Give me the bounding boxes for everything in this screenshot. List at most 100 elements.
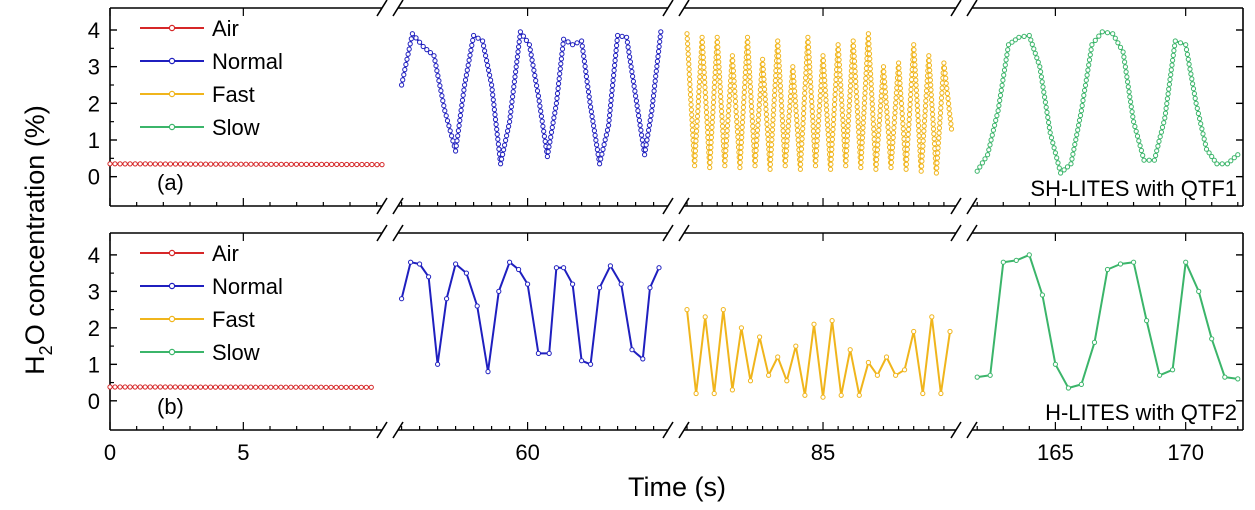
data-point-normal [612,57,618,64]
data-point-fast [699,39,706,45]
data-point-fast [861,100,868,106]
data-point-normal [440,98,446,104]
data-point-air [142,384,148,390]
data-point-fast [752,158,759,164]
data-point-normal [405,51,411,57]
axis-break-mark [392,197,404,215]
data-point-fast [776,58,782,64]
data-point-fast [859,135,866,141]
data-point-fast [741,99,747,106]
data-point-normal [594,142,600,148]
data-point-fast [700,49,706,56]
data-point-air [379,162,385,168]
data-point-fast [742,84,748,91]
data-point-fast [784,143,790,149]
data-point-slow [1000,259,1006,265]
data-point-air [207,384,214,390]
data-point-fast [724,133,730,139]
data-point-normal [500,151,506,158]
data-point-slow [1005,42,1012,48]
legend-marker [168,315,176,323]
data-point-fast [707,154,713,161]
data-point-fast [859,140,865,146]
data-point-fast [800,116,806,122]
data-point-slow [1003,57,1009,63]
data-point-slow [1183,47,1190,53]
data-point-normal [648,113,654,119]
data-point-normal [645,132,651,138]
data-point-fast [762,91,768,97]
data-point-slow [1054,155,1060,161]
data-point-fast [941,60,947,66]
data-point-normal [408,259,414,265]
data-point-normal [508,104,514,110]
data-point-fast [806,59,813,65]
data-point-slow [1069,156,1075,162]
data-point-air [363,384,369,390]
data-point-fast [936,125,943,131]
data-point-normal [554,90,561,97]
data-point-fast [704,114,710,121]
data-point-fast [828,151,835,157]
data-point-fast [695,98,702,105]
data-point-normal [561,265,567,271]
data-point-air [243,384,249,390]
data-point-normal [492,112,498,118]
data-point-air [353,384,359,390]
data-point-slow [1009,39,1015,45]
data-point-normal [447,128,453,134]
data-point-slow [1228,158,1234,164]
data-point-fast [776,68,783,74]
data-point-slow [1074,132,1080,138]
data-point-fast [868,86,875,92]
data-point-fast [815,128,821,134]
data-point-fast [882,89,889,95]
data-point-normal [656,44,662,50]
data-point-air [112,384,118,390]
data-point-fast [813,153,819,159]
data-point-fast [862,95,868,101]
data-point-normal [511,84,517,90]
data-point-normal [464,67,470,73]
data-point-fast [937,110,944,116]
data-point-normal [510,89,516,95]
data-point-slow [1110,31,1116,37]
data-point-fast [801,100,807,106]
data-point-fast [898,90,904,97]
data-point-slow [1224,161,1231,167]
data-point-air [333,384,339,390]
data-point-fast [821,67,827,74]
legend-marker [168,24,176,32]
data-point-normal [450,138,456,144]
data-point-fast [938,105,944,111]
data-point-fast [808,89,814,95]
data-point-slow [1186,61,1192,67]
data-point-fast [717,89,724,95]
data-point-fast [874,372,881,378]
data-point-fast [777,83,784,89]
data-point-slow [1070,151,1076,157]
data-point-air [147,161,153,167]
data-point-fast [899,111,905,117]
data-point-fast [692,158,698,164]
data-point-air [212,384,219,390]
y-tick-label: 2 [88,91,100,116]
data-point-fast [946,101,952,107]
data-point-slow [1127,94,1133,100]
data-point-normal [658,29,664,35]
data-point-slow [1202,141,1209,147]
data-point-slow [1075,127,1081,133]
data-point-fast [809,108,815,115]
data-point-fast [724,128,730,134]
data-point-normal [637,122,643,128]
data-point-slow [979,160,986,166]
data-point-fast [689,117,695,123]
data-point-fast [801,95,808,101]
data-point-fast [928,92,934,98]
data-point-normal [488,77,494,83]
data-point-fast [763,106,769,112]
data-point-normal [583,68,589,75]
data-point-fast [844,143,850,149]
data-point-slow [997,97,1003,104]
data-point-fast [832,86,839,93]
